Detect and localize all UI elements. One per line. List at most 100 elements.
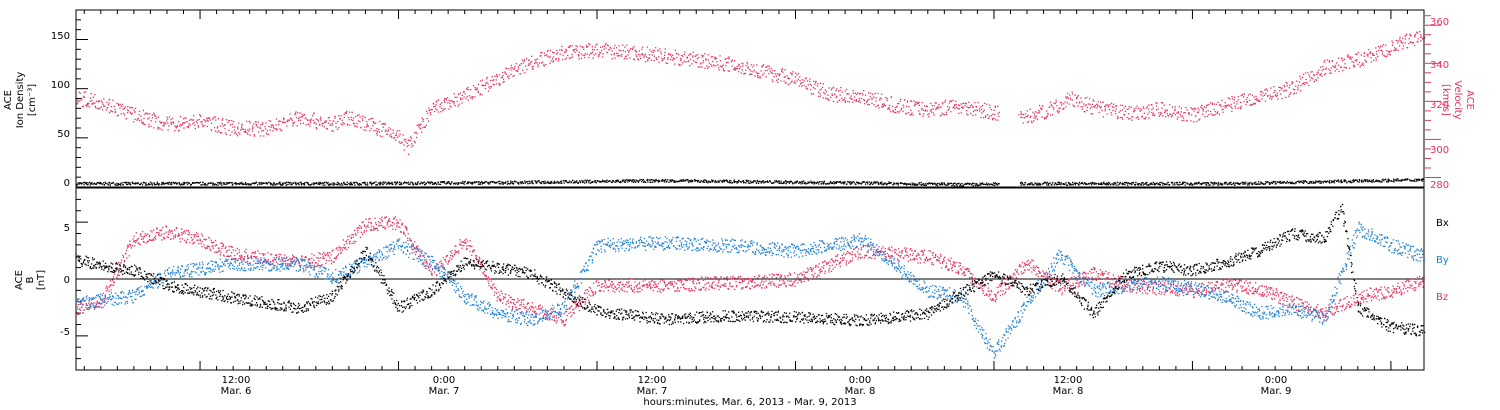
data-point — [424, 183, 426, 186]
data-point — [857, 181, 859, 184]
data-point — [332, 184, 334, 186]
data-point — [730, 61, 732, 63]
data-point — [475, 88, 477, 90]
data-point — [1027, 114, 1029, 116]
data-point — [1174, 114, 1177, 116]
data-point — [454, 183, 457, 185]
data-point — [1356, 53, 1358, 56]
data-point — [458, 103, 460, 105]
data-point — [1193, 121, 1195, 123]
data-point — [1148, 104, 1150, 106]
data-point — [727, 61, 729, 63]
data-point — [1119, 182, 1121, 184]
data-point — [87, 183, 89, 185]
data-point — [79, 92, 81, 94]
data-point — [232, 121, 235, 123]
data-point — [1329, 69, 1331, 72]
data-point — [151, 183, 153, 185]
data-point — [1243, 182, 1245, 184]
data-point — [78, 91, 80, 93]
data-point — [1066, 184, 1069, 186]
data-point — [925, 182, 927, 185]
data-point — [939, 115, 941, 117]
data-point — [203, 119, 205, 121]
data-point — [1171, 106, 1174, 108]
data-point — [138, 120, 141, 122]
data-point — [800, 183, 802, 185]
data-point — [109, 285, 111, 287]
data-point — [1405, 34, 1407, 36]
data-point — [96, 300, 98, 302]
data-point — [795, 72, 797, 74]
data-point — [1348, 180, 1351, 183]
data-point — [1071, 183, 1073, 185]
data-point — [703, 181, 705, 183]
data-point — [1207, 182, 1209, 184]
data-point — [1139, 108, 1141, 110]
data-point — [1409, 41, 1411, 43]
data-point — [144, 113, 146, 115]
data-point — [151, 114, 153, 116]
data-point — [1416, 41, 1418, 43]
data-point — [288, 183, 290, 185]
data-point — [747, 66, 749, 68]
data-point — [779, 73, 781, 75]
data-point — [879, 97, 881, 99]
data-point — [405, 138, 407, 140]
data-point — [184, 121, 186, 124]
data-point — [275, 118, 278, 120]
data-point — [363, 181, 365, 184]
data-point — [114, 184, 116, 186]
data-point — [1393, 179, 1395, 181]
data-point — [350, 183, 353, 185]
data-point — [839, 94, 841, 96]
data-point — [1255, 95, 1257, 98]
data-point — [864, 99, 866, 102]
data-point — [1275, 181, 1277, 183]
data-point — [203, 244, 205, 246]
data-point — [457, 183, 459, 185]
data-point — [602, 180, 604, 183]
data-point — [219, 250, 221, 252]
data-point — [866, 181, 869, 183]
data-point — [219, 181, 222, 183]
data-point — [456, 182, 458, 184]
data-point — [504, 71, 506, 73]
data-point — [614, 57, 616, 59]
data-point — [185, 229, 188, 232]
data-point — [1285, 89, 1287, 91]
data-point — [1177, 111, 1180, 113]
data-point — [605, 47, 607, 49]
data-point — [284, 254, 286, 256]
data-point — [794, 76, 797, 78]
data-point — [549, 62, 551, 64]
data-point — [1220, 105, 1222, 108]
data-point — [1285, 96, 1287, 98]
data-point — [958, 108, 960, 110]
data-point — [132, 238, 134, 240]
data-point — [745, 179, 747, 181]
data-point — [1217, 184, 1219, 186]
data-point — [1321, 75, 1323, 77]
data-point — [1414, 35, 1416, 37]
data-point — [784, 69, 786, 71]
data-point — [1211, 103, 1214, 106]
data-point — [958, 182, 960, 184]
data-point — [326, 128, 328, 130]
data-point — [879, 183, 882, 185]
data-point — [652, 181, 654, 183]
data-point — [288, 259, 290, 261]
data-point — [707, 59, 710, 61]
data-point — [1050, 104, 1052, 106]
data-point — [216, 131, 218, 133]
data-point — [82, 312, 84, 314]
data-point — [1401, 179, 1403, 181]
data-point — [241, 183, 243, 185]
data-point — [948, 106, 951, 109]
data-point — [1340, 180, 1342, 182]
data-point — [554, 182, 556, 184]
data-point — [798, 182, 800, 184]
data-point — [687, 61, 689, 63]
data-point — [1179, 113, 1181, 116]
data-point — [1211, 182, 1213, 185]
